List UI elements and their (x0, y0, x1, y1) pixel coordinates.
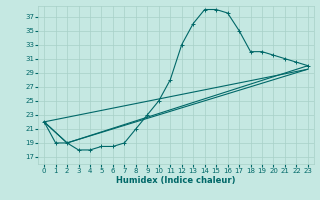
X-axis label: Humidex (Indice chaleur): Humidex (Indice chaleur) (116, 176, 236, 185)
